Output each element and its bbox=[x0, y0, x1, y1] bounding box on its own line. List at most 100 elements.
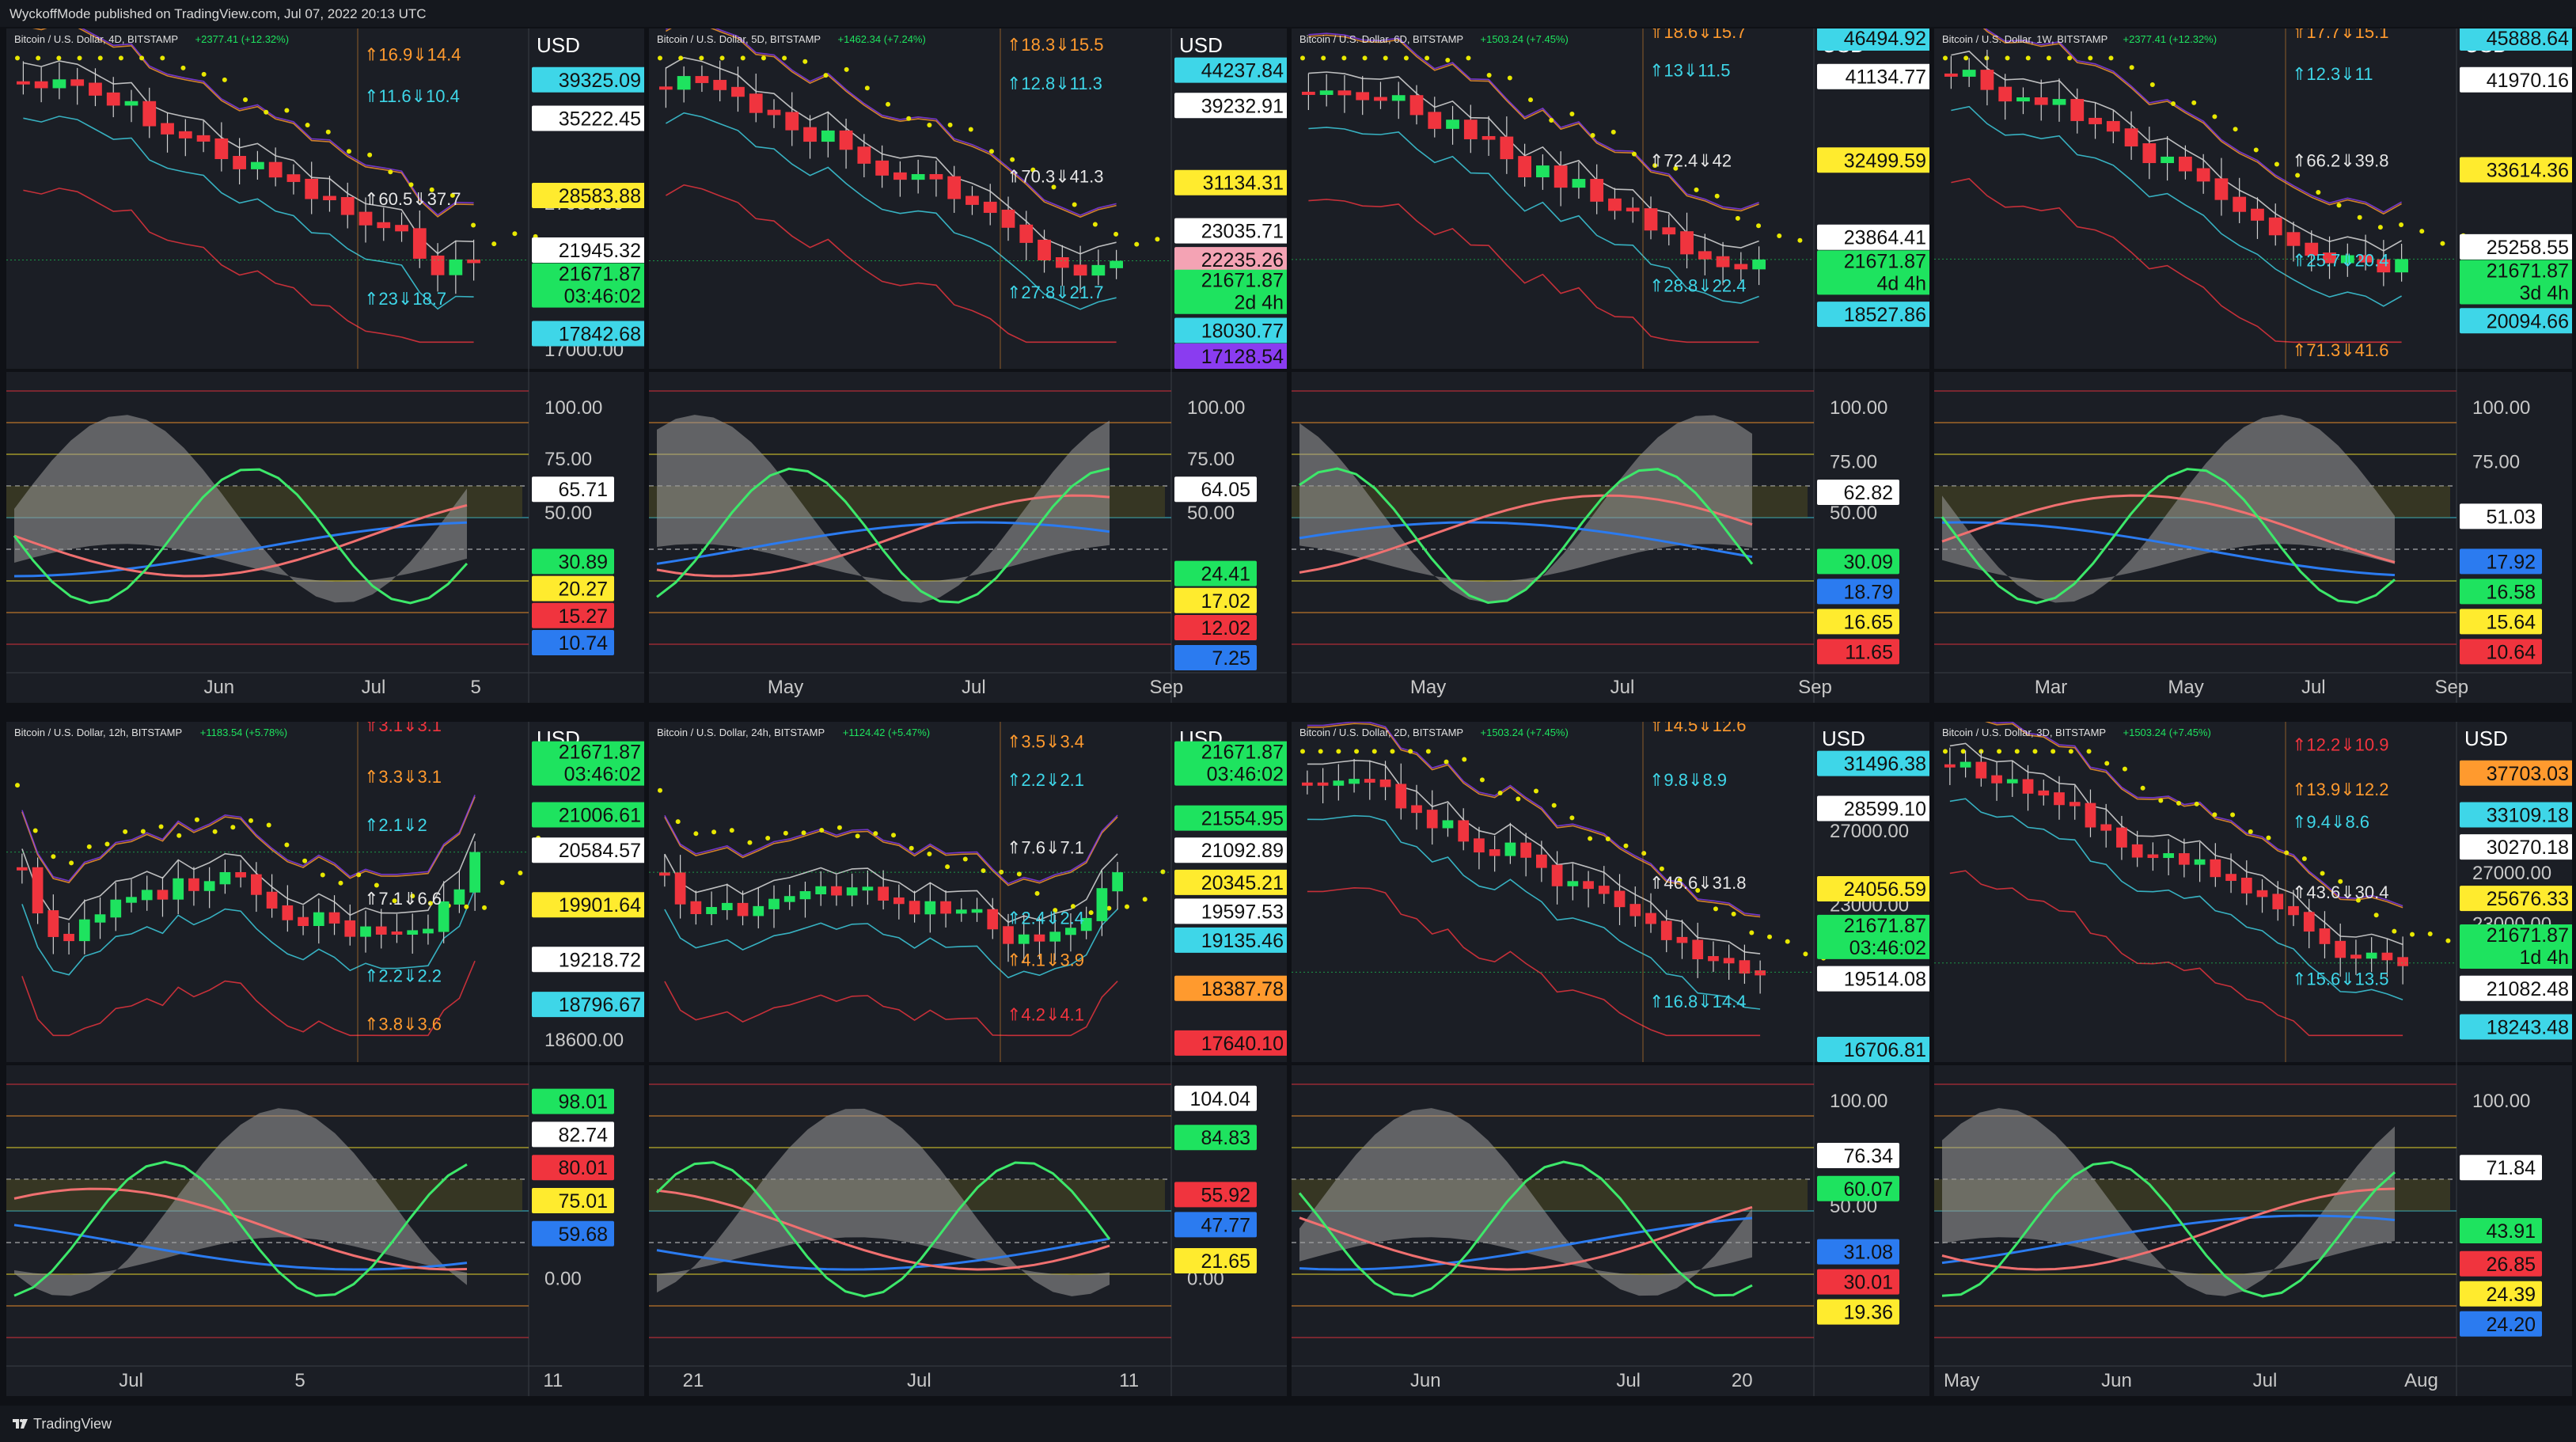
price-tag-value: 31134.31 bbox=[1203, 173, 1284, 195]
pane-divider[interactable] bbox=[1934, 369, 2572, 372]
chart-panel-p3d[interactable]: Bitcoin / U.S. Dollar, 3D, BITSTAMP +1503… bbox=[1934, 722, 2572, 1396]
pane-divider[interactable] bbox=[649, 369, 1287, 372]
candle-up bbox=[1446, 120, 1459, 129]
time-axis-label: May bbox=[1410, 677, 1446, 698]
price-pane[interactable] bbox=[1292, 722, 1808, 1062]
price-pane[interactable] bbox=[6, 722, 522, 1062]
range-arrows-label: ⇑17.7⇓15.1 bbox=[2292, 28, 2389, 42]
ma-dot bbox=[32, 828, 38, 833]
oscillator-tag-value: 47.77 bbox=[1201, 1214, 1250, 1236]
symbol-title[interactable]: Bitcoin / U.S. Dollar, 3D, BITSTAMP bbox=[1942, 727, 2106, 738]
candle-down bbox=[2323, 252, 2336, 264]
ma-dot bbox=[392, 898, 397, 904]
chart-panel-p1w[interactable]: Bitcoin / U.S. Dollar, 1W, BITSTAMP +2377… bbox=[1934, 28, 2572, 703]
candle-up bbox=[94, 914, 106, 923]
chart-panel-p24h[interactable]: Bitcoin / U.S. Dollar, 24h, BITSTAMP +112… bbox=[649, 722, 1287, 1396]
candle-down bbox=[1698, 251, 1712, 260]
symbol-title[interactable]: Bitcoin / U.S. Dollar, 1W, BITSTAMP bbox=[1942, 33, 2107, 45]
range-arrows-label: ⇑9.4⇓8.6 bbox=[2292, 812, 2369, 832]
oscillator-blue-line bbox=[1941, 521, 2396, 577]
ma-dot bbox=[2005, 55, 2010, 61]
pane-divider[interactable] bbox=[1934, 1062, 2572, 1065]
range-arrows-label: ⇑27.8⇓21.7 bbox=[1007, 283, 1104, 302]
currency-label[interactable]: USD bbox=[1179, 33, 1223, 57]
candle-down bbox=[17, 81, 30, 85]
candles bbox=[1302, 758, 1766, 994]
price-tag bbox=[2460, 834, 2572, 860]
time-axis-label: Jun bbox=[2101, 1370, 2132, 1391]
oscillator-tag bbox=[2460, 1218, 2542, 1243]
symbol-title[interactable]: Bitcoin / U.S. Dollar, 5D, BITSTAMP bbox=[657, 33, 821, 45]
ma-dot bbox=[1444, 759, 1449, 765]
price-tag bbox=[1174, 93, 1287, 119]
oscillator-tag bbox=[1174, 476, 1257, 503]
candle-down bbox=[1662, 227, 1676, 235]
band-line-2 bbox=[1307, 723, 1761, 918]
price-tag bbox=[1817, 966, 1929, 992]
candle-down bbox=[2377, 259, 2391, 273]
symbol-title[interactable]: Bitcoin / U.S. Dollar, 12h, BITSTAMP bbox=[14, 727, 182, 738]
symbol-title[interactable]: Bitcoin / U.S. Dollar, 24h, BITSTAMP bbox=[657, 727, 825, 738]
candle-down bbox=[1409, 95, 1424, 116]
symbol-title[interactable]: Bitcoin / U.S. Dollar, 2D, BITSTAMP bbox=[1299, 727, 1463, 738]
oscillator-tag-value: 65.71 bbox=[558, 479, 608, 501]
chart-panel-p12h[interactable]: Bitcoin / U.S. Dollar, 12h, BITSTAMP +118… bbox=[6, 722, 644, 1396]
currency-label[interactable]: USD bbox=[1822, 727, 1865, 750]
ma-dot bbox=[823, 73, 829, 78]
ma-dot bbox=[1943, 749, 1948, 754]
pane-divider[interactable] bbox=[649, 1062, 1287, 1065]
oscillator-tag-value: 30.89 bbox=[558, 551, 608, 573]
time-axis-label: Sep bbox=[1149, 677, 1183, 698]
ma-dot bbox=[2427, 932, 2433, 937]
oscillator-tag-value: 84.83 bbox=[1201, 1127, 1250, 1149]
oscillator-tick-label: 100.00 bbox=[2472, 1091, 2530, 1112]
candle-down bbox=[2038, 790, 2050, 796]
price-pane[interactable] bbox=[1292, 28, 1808, 369]
ma-dot bbox=[266, 822, 271, 828]
oscillator-tag-value: 30.09 bbox=[1843, 551, 1893, 573]
ma-dot bbox=[2233, 127, 2238, 132]
price-tag-value: 44237.84 bbox=[1201, 60, 1284, 82]
candle-down bbox=[1055, 256, 1069, 268]
candle-down bbox=[1520, 842, 1531, 858]
pane-divider[interactable] bbox=[1292, 369, 1929, 372]
price-tag-value: 21671.87 bbox=[559, 742, 641, 764]
price-tag bbox=[1817, 914, 1929, 959]
candle-down bbox=[268, 161, 283, 178]
price-tag bbox=[2460, 308, 2572, 334]
tradingview-logo-icon[interactable] bbox=[11, 1415, 28, 1433]
chart-panel-p5d[interactable]: Bitcoin / U.S. Dollar, 5D, BITSTAMP +1462… bbox=[649, 28, 1287, 703]
price-pane[interactable] bbox=[1934, 722, 2450, 1062]
chart-panel-p2d[interactable]: Bitcoin / U.S. Dollar, 2D, BITSTAMP +1503… bbox=[1292, 722, 1929, 1396]
ma-dot bbox=[1072, 202, 1077, 207]
candle-down bbox=[1489, 849, 1500, 856]
candle-down bbox=[785, 112, 799, 131]
pane-divider[interactable] bbox=[1292, 1062, 1929, 1065]
ma-dot bbox=[2373, 913, 2379, 918]
ma-dot bbox=[230, 825, 236, 830]
chart-panel-p6d[interactable]: Bitcoin / U.S. Dollar, 6D, BITSTAMP +1503… bbox=[1292, 28, 1929, 703]
pane-divider[interactable] bbox=[6, 369, 644, 372]
candle-up bbox=[815, 886, 827, 894]
price-pane[interactable] bbox=[649, 28, 1165, 369]
chart-panel-p4d[interactable]: Bitcoin / U.S. Dollar, 4D, BITSTAMP +2377… bbox=[6, 28, 644, 703]
ma-dot bbox=[740, 55, 745, 61]
currency-label[interactable]: USD bbox=[2464, 727, 2508, 750]
price-pane[interactable] bbox=[649, 722, 1165, 1062]
candle-down bbox=[17, 867, 28, 871]
ma-dot bbox=[388, 169, 393, 175]
price-tag bbox=[532, 837, 644, 863]
symbol-title[interactable]: Bitcoin / U.S. Dollar, 4D, BITSTAMP bbox=[14, 33, 178, 45]
moving-average-dots bbox=[1300, 55, 1823, 243]
pane-divider[interactable] bbox=[6, 1062, 644, 1065]
symbol-title[interactable]: Bitcoin / U.S. Dollar, 6D, BITSTAMP bbox=[1299, 33, 1463, 45]
price-pane[interactable] bbox=[1934, 28, 2450, 369]
tradingview-brand[interactable]: TradingView bbox=[33, 1416, 112, 1432]
time-axis-label: Jul bbox=[2301, 677, 2326, 698]
ma-dot bbox=[2149, 82, 2155, 88]
currency-label[interactable]: USD bbox=[537, 33, 580, 57]
oscillator-red-line bbox=[13, 503, 468, 578]
oscillator-tag bbox=[532, 1121, 614, 1148]
ma-dot bbox=[1300, 55, 1305, 61]
range-arrows-label: ⇑13⇓11.5 bbox=[1649, 61, 1731, 81]
